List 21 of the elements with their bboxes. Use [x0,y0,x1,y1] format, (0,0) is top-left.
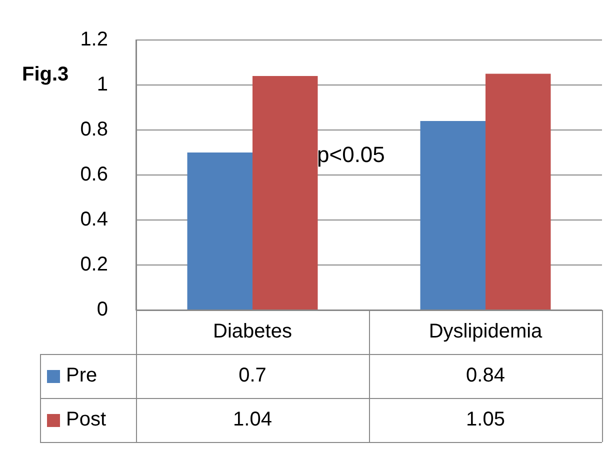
bar [486,74,551,310]
legend-label: Post [66,408,106,431]
data-label: 0.84 [466,364,505,387]
bar [420,121,486,310]
legend-label: Pre [66,364,98,387]
y-tick-label: 0.2 [80,254,108,276]
x-tick-label: Dyslipidemia [428,320,544,343]
bar [252,76,318,310]
bar [187,152,252,310]
x-tick-label: Diabetes [213,320,292,343]
annotation: p<0.05 [317,142,385,168]
data-label: 0.7 [238,364,266,387]
data-label: 1.05 [466,408,505,431]
y-tick-label: 1.2 [80,28,108,51]
text: Fig.3 [22,64,69,86]
y-tick-label: 0.4 [80,208,108,231]
y-tick-label: 0 [96,298,108,321]
data-label: 1.04 [233,408,272,431]
y-tick-label: 0.8 [80,118,108,141]
y-tick-label: 1 [96,74,108,96]
y-tick-label: 0.6 [80,164,108,186]
